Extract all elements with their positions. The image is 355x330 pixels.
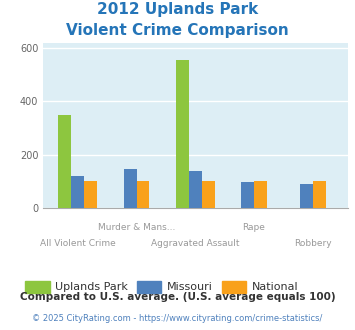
Text: 2012 Uplands Park: 2012 Uplands Park bbox=[97, 2, 258, 16]
Text: © 2025 CityRating.com - https://www.cityrating.com/crime-statistics/: © 2025 CityRating.com - https://www.city… bbox=[32, 314, 323, 323]
Bar bbox=[71, 176, 84, 208]
Bar bbox=[241, 182, 254, 208]
Bar bbox=[137, 181, 149, 208]
Bar bbox=[84, 181, 97, 208]
Text: Violent Crime Comparison: Violent Crime Comparison bbox=[66, 23, 289, 38]
Text: Aggravated Assault: Aggravated Assault bbox=[151, 239, 240, 248]
Bar bbox=[202, 181, 215, 208]
Bar bbox=[254, 181, 267, 208]
Text: Robbery: Robbery bbox=[294, 239, 332, 248]
Text: Murder & Mans...: Murder & Mans... bbox=[98, 223, 175, 232]
Bar bbox=[59, 115, 71, 208]
Bar bbox=[124, 169, 137, 208]
Legend: Uplands Park, Missouri, National: Uplands Park, Missouri, National bbox=[21, 276, 303, 297]
Bar bbox=[300, 184, 313, 208]
Text: All Violent Crime: All Violent Crime bbox=[40, 239, 116, 248]
Bar bbox=[189, 171, 202, 208]
Bar bbox=[176, 60, 189, 208]
Text: Compared to U.S. average. (U.S. average equals 100): Compared to U.S. average. (U.S. average … bbox=[20, 292, 335, 302]
Text: Rape: Rape bbox=[242, 223, 266, 232]
Bar bbox=[313, 181, 326, 208]
